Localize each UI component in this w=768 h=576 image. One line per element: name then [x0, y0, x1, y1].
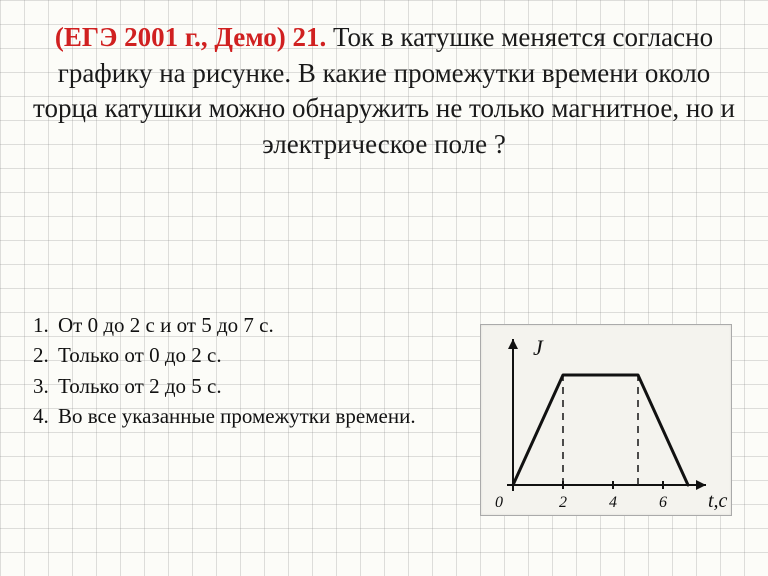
answer-option: Только от 2 до 5 с.	[54, 371, 446, 401]
answer-option: Только от 0 до 2 с.	[54, 340, 446, 370]
slide-content: (ЕГЭ 2001 г., Демо) 21. Ток в катушке ме…	[0, 0, 768, 576]
svg-text:0: 0	[495, 494, 503, 511]
answers-block: От 0 до 2 с и от 5 до 7 с. Только от 0 д…	[26, 310, 446, 432]
svg-text:4: 4	[609, 494, 617, 511]
svg-text:t,с: t,с	[708, 490, 728, 512]
chart-svg: 2 4 6 0 t,с J	[481, 325, 731, 515]
question-text: (ЕГЭ 2001 г., Демо) 21. Ток в катушке ме…	[32, 20, 736, 163]
current-vs-time-chart: 2 4 6 0 t,с J	[480, 324, 732, 516]
svg-text:6: 6	[659, 494, 667, 511]
question-prefix: (ЕГЭ 2001 г., Демо) 21.	[55, 22, 326, 52]
answers-list: От 0 до 2 с и от 5 до 7 с. Только от 0 д…	[26, 310, 446, 432]
svg-text:J: J	[533, 335, 544, 360]
svg-text:2: 2	[559, 494, 567, 511]
answer-option: Во все указанные промежутки времени.	[54, 401, 446, 431]
answer-option: От 0 до 2 с и от 5 до 7 с.	[54, 310, 446, 340]
